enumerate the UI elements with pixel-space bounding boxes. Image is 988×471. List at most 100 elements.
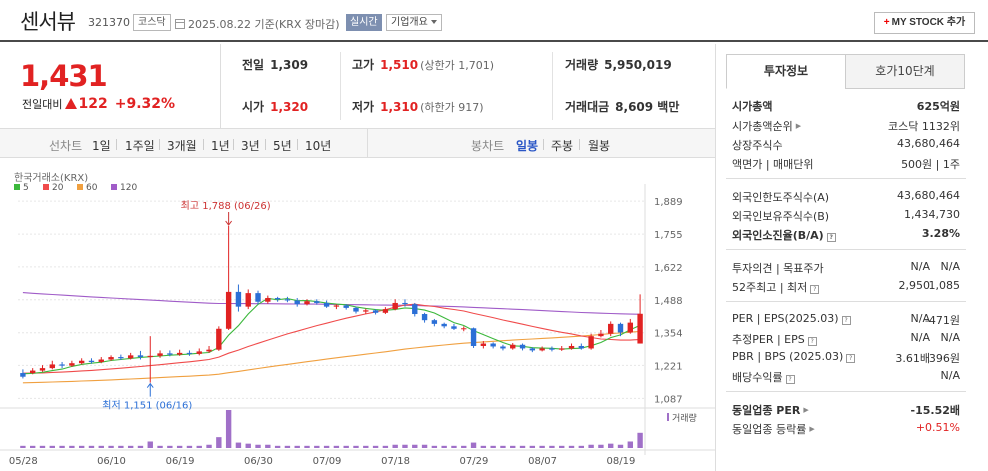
sector-change-value: +0.51% — [915, 421, 960, 434]
foreign-ratio-label: 외국인소진율(B/A)? — [732, 227, 836, 243]
volume-bar — [323, 445, 330, 448]
tab-candle-weekly[interactable]: 주봉 — [551, 139, 574, 153]
help-icon[interactable]: ? — [785, 375, 795, 384]
52week-high-value: 2,950 — [898, 279, 931, 292]
x-tick-label: 07/18 — [381, 456, 410, 467]
candle-body — [294, 300, 300, 305]
tab-order-book[interactable]: 호가10단계 — [845, 54, 965, 89]
candle-body — [225, 291, 232, 329]
market-cap-rank-label: 시가총액순위 ▶ — [732, 118, 801, 134]
add-my-stock-label: MY STOCK 추가 — [891, 17, 966, 28]
help-icon[interactable]: ? — [807, 337, 817, 346]
volume-bar — [265, 444, 271, 448]
candle-body — [627, 322, 633, 333]
candle-body — [30, 370, 36, 374]
candle-body — [402, 302, 408, 305]
candle-chart-label[interactable]: 봉차트 — [471, 139, 505, 153]
help-icon[interactable]: ? — [810, 285, 820, 294]
row-opinion: 투자의견 | 목표주가 N/A N/A — [732, 260, 960, 278]
candle-body — [363, 310, 369, 312]
stock-code: 321370 — [88, 16, 130, 29]
volume-bar — [98, 445, 104, 448]
tab-candle-monthly[interactable]: 월봉 — [588, 139, 611, 153]
x-tick-label: 08/19 — [607, 456, 636, 467]
company-overview-dropdown[interactable]: 기업개요 — [386, 14, 442, 31]
foreign-limit-value: 43,680,464 — [897, 189, 960, 202]
market-badge: 코스닥 — [133, 14, 171, 31]
tab-period-1y[interactable]: 1년 — [211, 139, 230, 153]
volume-bar — [225, 410, 232, 448]
stat-divider — [340, 52, 341, 120]
x-tick-label: 06/10 — [97, 456, 126, 467]
row-sector-change[interactable]: 동일업종 등락률 ▶ +0.51% — [732, 421, 960, 439]
up-triangle-icon — [65, 98, 78, 109]
volume-bar — [176, 445, 183, 448]
x-axis: 05/28 06/10 06/19 06/30 07/09 07/18 07/29 08/07… — [9, 456, 635, 467]
candle-body — [412, 304, 418, 315]
volume-label: 거래량 — [565, 58, 599, 72]
stat-divider — [552, 52, 553, 120]
tab-separator — [233, 139, 234, 150]
plus-icon: + — [883, 17, 890, 28]
row-market-cap-rank[interactable]: 시가총액순위 ▶ 코스닥 1132위 — [732, 118, 960, 136]
bps-value: 396원 — [928, 352, 960, 365]
help-icon[interactable]: ? — [846, 354, 856, 363]
price-change: 전일대비 122 +9.32% — [22, 96, 175, 112]
tab-separator — [297, 139, 298, 150]
row-sector-per[interactable]: 동일업종 PER ▶ -15.52배 — [732, 402, 960, 420]
volume-bar — [382, 445, 389, 448]
candle-body — [539, 348, 545, 351]
x-tick-label: 06/30 — [244, 456, 273, 467]
pbr-bps-text: PBR | BPS (2025.03) — [732, 350, 844, 363]
sector-change-text: 동일업종 등락률 — [732, 423, 807, 436]
change-amount: 122 — [78, 96, 108, 112]
volume-bar — [30, 445, 36, 448]
volume-bar — [206, 444, 212, 448]
target-price-value: N/A — [940, 260, 960, 273]
candle-body — [519, 344, 526, 349]
volume-bar — [637, 432, 643, 448]
candle-body — [323, 302, 330, 307]
candle-body — [284, 299, 291, 301]
add-my-stock-button[interactable]: + MY STOCK 추가 — [874, 12, 975, 34]
candle-body — [147, 355, 153, 358]
candle-body — [588, 336, 594, 349]
tab-period-10y[interactable]: 10년 — [305, 139, 332, 153]
volume-bar — [549, 445, 555, 448]
tab-period-3m[interactable]: 3개월 — [167, 139, 197, 153]
tab-period-5y[interactable]: 5년 — [273, 139, 292, 153]
volume-label: 거래량 — [672, 412, 697, 424]
tab-candle-daily[interactable]: 일봉 — [516, 139, 539, 153]
row-foreign-ratio: 외국인소진율(B/A)? 3.28% — [732, 227, 960, 245]
candle-body — [510, 344, 516, 349]
row-est-per-eps: 추정PER | EPS? N/A N/A — [732, 331, 960, 349]
volume-bar — [78, 445, 85, 448]
candle-body — [353, 307, 359, 312]
candle-body — [255, 293, 261, 302]
market-cap-rank-value: 코스닥 1132위 — [888, 120, 960, 133]
volume-bar — [392, 444, 398, 448]
row-foreign-limit: 외국인한도주식수(A) 43,680,464 — [732, 189, 960, 207]
volume-bar — [88, 445, 95, 448]
row-face-value: 액면가 | 매매단위 500원 | 1주 — [732, 156, 960, 174]
tab-period-3y[interactable]: 3년 — [241, 139, 260, 153]
tab-period-1w[interactable]: 1주일 — [125, 139, 155, 153]
chevron-right-icon: ▶ — [803, 406, 809, 414]
candle-body — [20, 373, 26, 377]
low-label: 저가 — [352, 100, 375, 114]
x-tick-label: 05/28 — [9, 456, 38, 467]
line-chart-label[interactable]: 선차트 — [49, 139, 83, 153]
tab-investment-info[interactable]: 투자정보 — [726, 54, 846, 89]
realtime-button[interactable]: 실시간 — [346, 14, 382, 31]
tab-period-1d[interactable]: 1일 — [92, 139, 111, 153]
upper-limit: (상한가 1,701) — [420, 59, 494, 72]
price-chart[interactable]: 한국거래소(KRX) 5 20 60 120 최고 1,788 (06/26) 최저 1… — [0, 160, 715, 471]
candle-body — [559, 348, 565, 350]
volume-bar — [510, 445, 516, 448]
help-icon[interactable]: ? — [826, 233, 836, 242]
help-icon[interactable]: ? — [841, 316, 851, 325]
candle-body — [206, 349, 212, 352]
prev-close-label: 전일 — [242, 58, 265, 72]
high-value: 1,510 — [380, 58, 419, 72]
high-stat: 고가 1,510 (상한가 1,701) — [352, 56, 494, 73]
